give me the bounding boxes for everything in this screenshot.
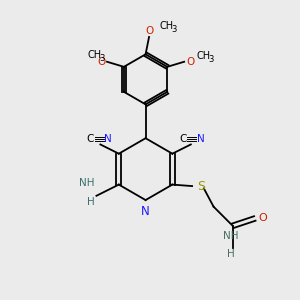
Text: 3: 3 <box>100 54 105 63</box>
Text: S: S <box>197 180 206 193</box>
Text: CH: CH <box>196 51 211 62</box>
Text: O: O <box>146 26 154 36</box>
Text: H: H <box>87 197 95 207</box>
Text: C: C <box>179 134 187 144</box>
Text: H: H <box>227 249 235 259</box>
Text: O: O <box>186 57 194 67</box>
Text: NH: NH <box>80 178 95 188</box>
Text: N: N <box>197 134 205 144</box>
Text: N: N <box>104 134 112 144</box>
Text: 3: 3 <box>208 56 214 64</box>
Text: NH: NH <box>224 231 239 242</box>
Text: C: C <box>86 134 94 144</box>
Text: O: O <box>258 213 267 223</box>
Text: N: N <box>141 206 150 218</box>
Text: CH: CH <box>159 21 173 31</box>
Text: O: O <box>97 57 106 67</box>
Text: CH: CH <box>88 50 102 60</box>
Text: 3: 3 <box>171 25 176 34</box>
